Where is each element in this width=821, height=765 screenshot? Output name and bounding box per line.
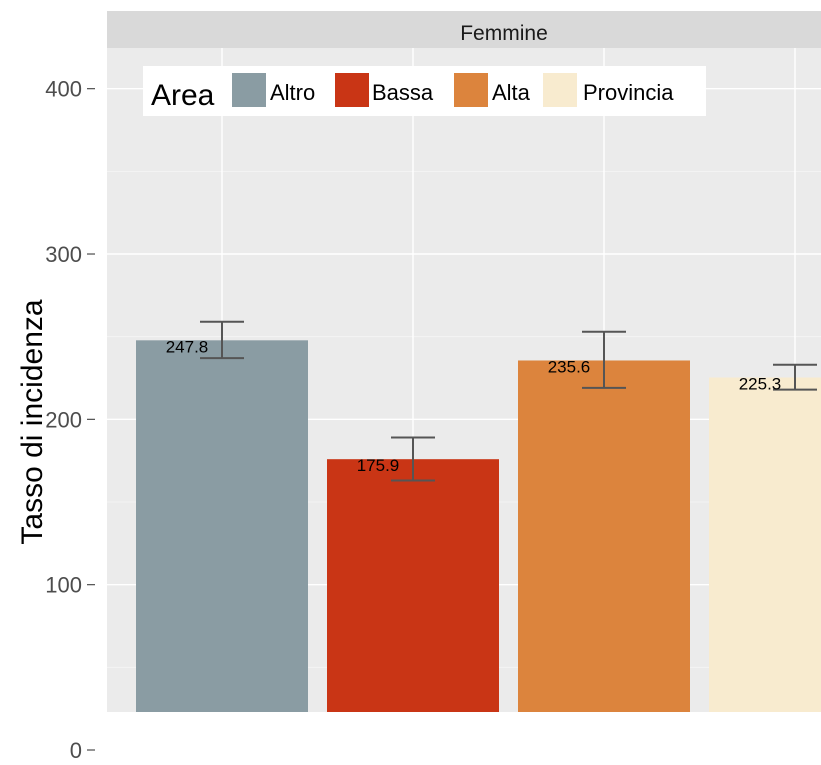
bar-bassa <box>327 459 499 712</box>
error-bar-bassa <box>391 436 435 482</box>
y-axis-title: Tasso di incidenza <box>16 299 49 544</box>
error-bar-altro <box>200 320 244 360</box>
data-label: 225.3 <box>739 375 782 394</box>
legend-label: Bassa <box>372 80 434 105</box>
facet-strip <box>107 11 821 48</box>
legend-key <box>232 73 266 107</box>
legend-item-bassa: Bassa <box>335 73 434 107</box>
data-label: 175.9 <box>357 456 400 475</box>
legend-key <box>543 73 577 107</box>
legend-label: Alta <box>492 80 531 105</box>
error-bar-alta <box>582 330 626 389</box>
legend-label: Altro <box>270 80 315 105</box>
data-label: 247.8 <box>166 337 209 356</box>
legend-key <box>454 73 488 107</box>
legend-title: Area <box>151 79 215 112</box>
y-tick-label: 100 <box>45 573 82 598</box>
legend-item-provincia: Provincia <box>543 73 674 107</box>
legend-item-altro: Altro <box>232 73 315 107</box>
y-tick-label: 300 <box>45 242 82 267</box>
legend: Area Altro Bassa Alta Provincia <box>143 66 706 116</box>
data-label: 235.6 <box>548 357 591 376</box>
bar-altro <box>136 340 308 712</box>
legend-key <box>335 73 369 107</box>
y-tick-label: 0 <box>70 738 82 763</box>
bar-provincia <box>709 377 821 712</box>
bar-alta <box>518 360 690 712</box>
y-tick-label: 400 <box>45 77 82 102</box>
legend-label: Provincia <box>583 80 674 105</box>
y-tick-label: 200 <box>45 407 82 432</box>
legend-item-alta: Alta <box>454 73 531 107</box>
facet-label: Femmine <box>460 22 548 45</box>
error-bar-provincia <box>773 363 817 391</box>
